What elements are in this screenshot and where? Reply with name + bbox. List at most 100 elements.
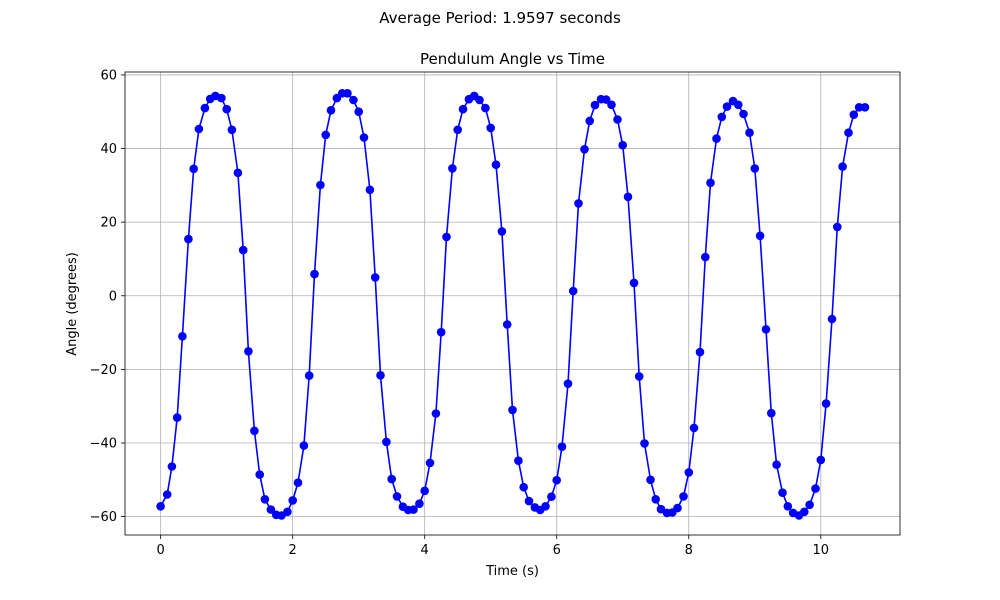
data-point: [502, 320, 512, 329]
data-point: [354, 107, 364, 116]
data-point: [623, 192, 633, 202]
data-point: [689, 423, 699, 433]
data-point: [854, 103, 864, 112]
y-tick-label: −40: [90, 436, 117, 451]
data-point: [481, 103, 490, 113]
data-point: [392, 492, 402, 501]
data-point: [288, 496, 298, 505]
data-point: [755, 231, 765, 241]
data-point: [563, 379, 573, 389]
data-point: [442, 232, 451, 242]
data-point: [601, 95, 611, 104]
data-point: [233, 168, 243, 178]
data-point: [844, 128, 853, 137]
data-point: [316, 180, 325, 190]
data-point: [227, 125, 237, 135]
data-point: [712, 134, 721, 143]
data-point: [415, 499, 424, 509]
data-point: [491, 160, 501, 169]
data-point: [679, 492, 688, 501]
data-point: [524, 496, 534, 506]
data-point: [382, 437, 391, 447]
data-point: [800, 507, 809, 517]
data-point: [783, 502, 793, 511]
data-point: [266, 505, 276, 514]
data-point: [448, 164, 457, 173]
data-point: [310, 269, 319, 279]
data-point: [326, 106, 336, 115]
data-point: [706, 178, 715, 188]
series-layer: [156, 89, 870, 520]
data-point: [299, 441, 309, 450]
data-point: [684, 468, 694, 477]
data-point: [458, 104, 468, 114]
data-point: [739, 109, 748, 119]
data-point: [640, 439, 649, 448]
chart-title: Pendulum Angle vs Time: [420, 50, 605, 68]
data-point: [673, 503, 682, 513]
data-point: [833, 222, 842, 232]
data-point: [552, 475, 561, 485]
figure-suptitle: Average Period: 1.9597 seconds: [379, 9, 621, 27]
data-point: [508, 405, 517, 415]
data-point: [701, 252, 710, 262]
data-point: [634, 372, 644, 381]
y-tick-label: 0: [109, 289, 117, 304]
data-point: [557, 442, 567, 452]
data-point: [568, 286, 578, 296]
data-point: [453, 125, 463, 135]
data-point: [321, 130, 331, 140]
data-point: [222, 104, 231, 114]
data-point: [250, 426, 259, 436]
data-point: [734, 100, 743, 110]
y-tick-label: −60: [90, 510, 117, 525]
data-point: [722, 102, 732, 111]
data-point: [349, 95, 358, 105]
y-tick-label: 40: [100, 142, 117, 157]
data-point: [283, 507, 292, 517]
y-tick-label: −20: [90, 363, 117, 378]
data-point: [580, 145, 589, 154]
data-point: [486, 123, 496, 133]
data-point: [217, 93, 226, 103]
x-tick-label: 2: [289, 543, 297, 558]
data-point: [590, 100, 600, 110]
data-point: [238, 245, 248, 255]
data-point: [244, 347, 253, 356]
x-tick-label: 4: [421, 543, 429, 558]
data-point: [514, 456, 523, 466]
data-point: [194, 124, 204, 134]
data-point: [646, 475, 655, 485]
data-point: [409, 505, 418, 514]
data-point: [436, 327, 446, 337]
data-point: [178, 332, 187, 341]
data-point: [816, 455, 826, 465]
data-point: [651, 495, 660, 504]
data-point: [778, 488, 787, 498]
data-point: [811, 484, 820, 493]
data-point: [745, 128, 754, 137]
data-point: [761, 325, 771, 334]
data-point: [359, 133, 369, 142]
x-tick-label: 0: [157, 543, 165, 558]
data-point: [184, 234, 193, 244]
data-point: [629, 278, 639, 288]
data-point: [255, 470, 264, 479]
data-point: [574, 199, 583, 208]
data-point: [860, 103, 870, 112]
data-point: [376, 371, 385, 380]
data-point: [827, 314, 837, 324]
data-point: [365, 185, 375, 195]
data-point: [838, 162, 847, 171]
data-point: [475, 95, 484, 105]
data-point: [849, 110, 859, 119]
data-point: [172, 413, 182, 422]
x-tick-label: 10: [813, 543, 830, 558]
data-point: [613, 115, 622, 124]
data-point: [695, 347, 705, 357]
data-point: [420, 486, 430, 496]
data-point: [519, 482, 528, 492]
x-axis-label: Time (s): [485, 564, 539, 579]
